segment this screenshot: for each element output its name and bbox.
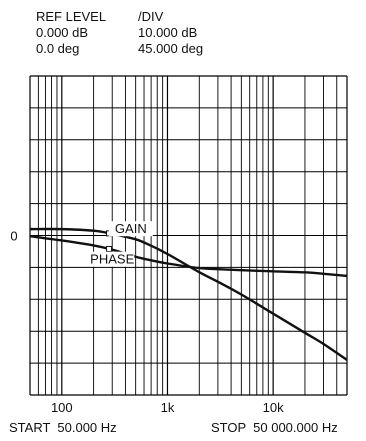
start-frequency: START 50.000 Hz	[9, 420, 117, 435]
header-div-title: /DIV	[138, 9, 164, 24]
stop-frequency: STOP 50 000.000 Hz	[211, 420, 338, 435]
header-ref-level-title: REF LEVEL	[36, 9, 107, 24]
gain-per-div: 10.000 dB	[138, 25, 198, 40]
series-gain-line	[29, 227, 348, 361]
series-label-background	[90, 251, 135, 267]
phase-per-div: 45.000 deg	[138, 41, 204, 56]
phase-ref-level: 0.0 deg	[36, 41, 80, 56]
gain-ref-level: 0.000 dB	[36, 25, 89, 40]
x-tick-label: 10k	[263, 400, 284, 415]
series-gain-label: GAIN	[115, 221, 147, 236]
series-label-background	[108, 221, 153, 237]
x-tick-label: 1k	[161, 400, 175, 415]
series-phase-line	[29, 235, 348, 278]
y-reference-label: 0	[10, 229, 17, 244]
x-tick-label: 100	[51, 400, 73, 415]
series-phase-marker	[106, 245, 113, 252]
series-phase-label: PHASE	[90, 252, 134, 267]
